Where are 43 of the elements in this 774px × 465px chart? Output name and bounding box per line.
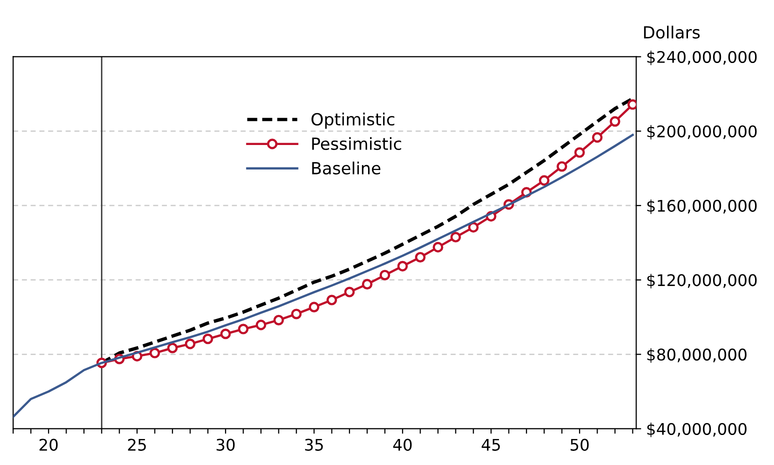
x-tick-label: 35 [305,438,323,451]
point [149,348,160,358]
point [627,99,636,110]
point [415,252,426,263]
legend-label: Pessimistic [312,137,402,150]
x-tick-label: 20 [40,438,58,451]
x-tick-label: 50 [570,438,589,451]
point [256,320,266,330]
x-tick-label: 30 [216,438,235,451]
y-tick-label: $200,000,000 [647,125,757,140]
y-tick-label: $160,000,000 [647,199,757,214]
point [273,314,284,326]
point [432,242,444,252]
point [574,147,585,158]
point [538,175,550,186]
point [167,342,178,354]
y-axis-title: Dollars [644,26,700,39]
point [362,278,372,290]
y-tick-label: $120,000,000 [647,274,757,288]
point [468,222,479,233]
point [308,302,320,312]
point [397,260,408,272]
point [380,270,390,280]
point [202,334,214,344]
y-tick-label: $40,000,000 [647,422,746,438]
point [184,338,196,350]
point [450,232,461,242]
point [556,161,568,172]
line-series [13,134,634,418]
x-tick-label: 25 [128,438,146,451]
y-tick-label: $240,000,000 [647,50,757,66]
x-tick-label: 45 [482,438,500,451]
y-tick-label: $80,000,000 [647,348,746,363]
point [592,132,603,143]
point [610,116,620,127]
x-tick-label: 40 [393,438,412,451]
point [220,328,231,340]
point [238,324,249,334]
point [326,294,338,306]
legend-label: Optimistic [312,112,394,129]
point [291,308,302,320]
point [344,286,355,298]
legend-label: Baseline [312,162,380,174]
